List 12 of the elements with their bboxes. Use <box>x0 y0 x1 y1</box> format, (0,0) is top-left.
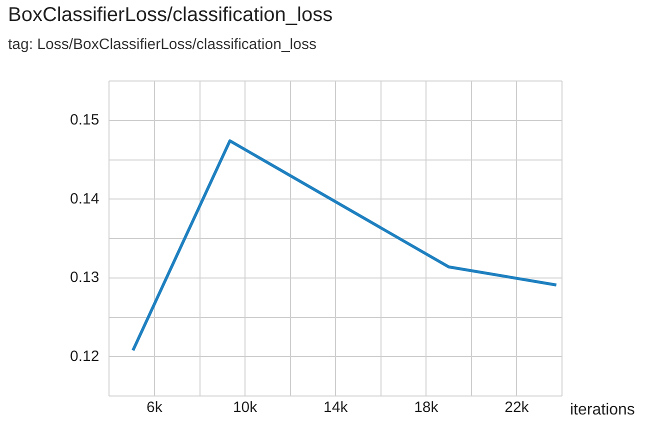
x-tick-label: 18k <box>414 399 439 416</box>
x-tick-label: 22k <box>504 399 530 416</box>
x-tick-label: 6k <box>146 399 163 416</box>
x-axis-title: iterations <box>570 401 635 418</box>
chart-title: BoxClassifierLoss/classification_loss <box>8 4 333 27</box>
y-tick-label: 0.14 <box>70 190 100 208</box>
y-tick-label: 0.13 <box>70 269 100 286</box>
y-tick-label: 0.15 <box>70 112 100 129</box>
x-tick-label: 14k <box>324 399 348 416</box>
x-tick-label: 10k <box>232 399 258 416</box>
chart-subtitle: tag: Loss/BoxClassifierLoss/classification_loss <box>8 36 316 53</box>
y-tick-label: 0.12 <box>70 348 100 365</box>
